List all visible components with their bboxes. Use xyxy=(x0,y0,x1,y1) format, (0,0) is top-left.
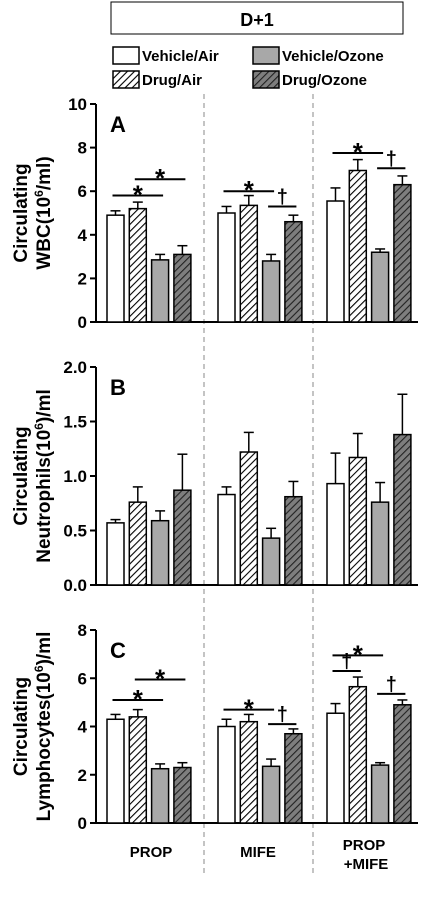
bar xyxy=(217,725,236,824)
y-tick-label: 10 xyxy=(68,95,87,114)
bar xyxy=(239,204,259,323)
significance-marker: * xyxy=(155,663,166,693)
y-tick-label: 2.0 xyxy=(63,358,87,377)
bar xyxy=(284,220,303,323)
legend-label: Drug/Air xyxy=(142,72,202,89)
bar xyxy=(261,765,281,824)
bar xyxy=(128,716,148,824)
bar xyxy=(393,183,412,323)
significance-marker: * xyxy=(244,175,255,205)
legend-item-drug-air: Drug/Air xyxy=(112,70,202,89)
legend-label: Vehicle/Air xyxy=(142,48,219,65)
y-axis-label: Circulating xyxy=(11,426,32,525)
legend: Vehicle/Air Vehicle/Ozone Drug/Air Drug/… xyxy=(112,46,384,89)
bar xyxy=(150,259,170,323)
y-tick-label: 1.0 xyxy=(63,467,87,486)
y-axis-label: Lymphocytes(106)/ml xyxy=(32,632,55,822)
bar xyxy=(348,456,368,586)
bar xyxy=(326,200,345,323)
bar xyxy=(284,732,303,824)
y-tick-label: 0.5 xyxy=(63,522,87,541)
bar xyxy=(106,718,125,824)
significance-marker: * xyxy=(244,694,255,724)
y-tick-label: 0 xyxy=(78,814,87,833)
y-axis-label: Neutrophils(106)/ml xyxy=(32,389,55,563)
bar xyxy=(370,251,390,323)
panel-letter: C xyxy=(110,638,126,663)
y-axis-label: WBC(106/ml) xyxy=(32,156,55,269)
figure-header: D+1 xyxy=(110,1,404,35)
y-tick-label: 6 xyxy=(78,182,87,201)
y-tick-label: 0.0 xyxy=(63,576,87,595)
panel-b: 0.0 0.5 1.0 1.5 2.0 Circulating Neutrophils(10… xyxy=(11,358,418,595)
y-tick-label: 2 xyxy=(78,269,87,288)
bar xyxy=(261,260,281,323)
legend-item-drug-ozone: Drug/Ozone xyxy=(252,70,367,89)
bar xyxy=(217,212,236,323)
bar xyxy=(128,207,148,323)
significance-marker: * xyxy=(353,639,364,669)
figure-header-text: D+1 xyxy=(240,10,274,30)
group-labels: PROP MIFE PROP +MIFE xyxy=(130,837,389,873)
bar xyxy=(150,519,170,586)
bar xyxy=(393,704,412,824)
bar xyxy=(326,482,345,586)
panel-a: 0 2 4 6 8 10 Circulating WBC(106/ml) A * * * † * † xyxy=(11,95,418,332)
y-tick-label: 0 xyxy=(78,313,87,332)
significance-marker: † xyxy=(386,148,397,170)
y-tick-label: 4 xyxy=(78,718,88,737)
y-tick-label: 8 xyxy=(78,621,87,640)
significance-marker: † xyxy=(341,651,352,673)
bar xyxy=(326,712,345,824)
bar xyxy=(393,433,412,586)
bar xyxy=(261,537,281,586)
bar xyxy=(370,501,390,586)
bar xyxy=(173,489,192,586)
y-tick-label: 6 xyxy=(78,669,87,688)
y-tick-label: 1.5 xyxy=(63,413,87,432)
y-tick-label: 8 xyxy=(78,139,87,158)
group-label-line: +MIFE xyxy=(344,856,389,873)
bar xyxy=(128,501,148,586)
bar xyxy=(173,766,192,824)
group-label-prop: PROP xyxy=(130,844,173,861)
y-axis-label: Circulating xyxy=(11,677,32,776)
significance-marker: * xyxy=(155,163,166,193)
group-label-line: PROP xyxy=(343,837,386,854)
bar xyxy=(239,720,259,824)
panel-letter: B xyxy=(110,375,126,400)
bar xyxy=(173,253,192,323)
bar xyxy=(106,214,125,323)
group-dividers xyxy=(203,94,314,875)
legend-item-vehicle-air: Vehicle/Air xyxy=(112,46,219,65)
legend-item-vehicle-ozone: Vehicle/Ozone xyxy=(252,46,384,65)
y-tick-label: 4 xyxy=(78,226,88,245)
bar xyxy=(239,451,259,586)
bar xyxy=(217,493,236,586)
legend-label: Vehicle/Ozone xyxy=(282,48,384,65)
bar xyxy=(370,764,390,824)
y-axis-label: Circulating xyxy=(11,163,32,262)
bar xyxy=(284,495,303,586)
group-label-mife: MIFE xyxy=(240,844,276,861)
bar xyxy=(348,685,368,824)
group-label-prop-mife: PROP +MIFE xyxy=(343,837,389,873)
panel-letter: A xyxy=(110,112,126,137)
significance-marker: * xyxy=(353,137,364,167)
significance-marker: * xyxy=(133,684,144,714)
legend-label: Drug/Ozone xyxy=(282,72,367,89)
significance-marker: † xyxy=(277,704,288,726)
significance-marker: † xyxy=(277,186,288,208)
bar xyxy=(150,767,170,824)
significance-marker: * xyxy=(133,180,144,210)
significance-marker: † xyxy=(386,674,397,696)
bar xyxy=(348,169,368,323)
bar xyxy=(106,522,125,586)
y-tick-label: 2 xyxy=(78,766,87,785)
